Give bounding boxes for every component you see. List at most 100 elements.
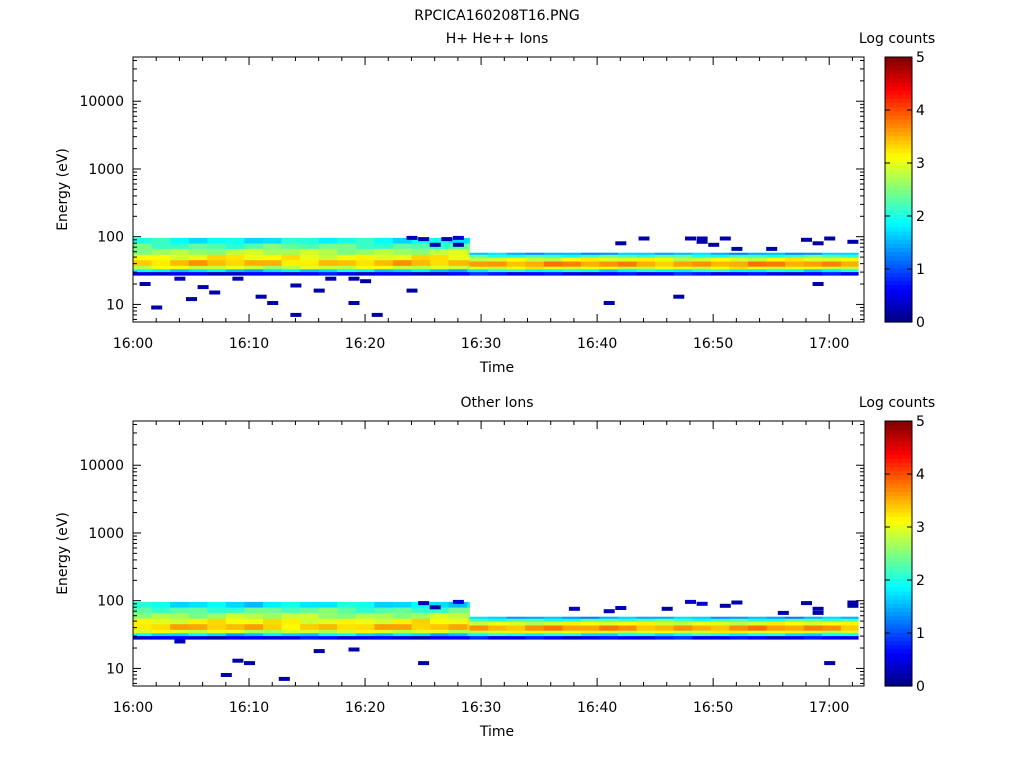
data-cell [355, 601, 375, 608]
colorbar-segment [885, 462, 912, 468]
data-point [777, 610, 789, 615]
data-cell [822, 257, 842, 262]
data-cell [525, 621, 545, 626]
data-cell [469, 621, 489, 626]
data-cell [710, 257, 730, 262]
data-cell [469, 266, 489, 270]
data-cell [151, 272, 171, 276]
data-cell [766, 625, 786, 632]
data-cell [636, 252, 656, 256]
data-point [418, 601, 430, 606]
data-cell [281, 265, 301, 270]
y-axis-label: Energy (eV) [55, 148, 71, 231]
data-point [696, 239, 708, 244]
data-cell [636, 257, 656, 262]
data-cell [525, 254, 545, 259]
data-cell [318, 601, 338, 608]
data-cell [729, 272, 749, 276]
data-cell [318, 607, 338, 614]
data-cell [525, 633, 545, 637]
colorbar-segment [885, 251, 912, 257]
data-point [220, 673, 232, 677]
colorbar-segment [885, 520, 912, 526]
data-cell [673, 252, 693, 256]
data-cell [170, 607, 190, 614]
data-cell [430, 265, 449, 270]
colorbar-segment [885, 570, 912, 575]
data-cell [469, 636, 489, 640]
colorbar-segment [885, 218, 912, 224]
data-cell [692, 269, 712, 273]
data-cell [506, 621, 526, 626]
colorbar-segment [885, 81, 912, 87]
data-cell [618, 616, 637, 620]
data-point [418, 237, 430, 242]
data-cell [318, 272, 338, 276]
data-cell [562, 621, 582, 626]
data-cell [748, 272, 767, 276]
y-tick-label: 100 [97, 594, 124, 610]
data-cell [300, 248, 320, 256]
data-cell [803, 636, 823, 640]
data-cell [840, 252, 859, 256]
data-cell [673, 636, 693, 640]
data-point [661, 606, 673, 611]
data-cell [300, 633, 320, 637]
data-cell [133, 265, 152, 270]
colorbar-segment [885, 657, 912, 662]
colorbar-segment [885, 632, 912, 637]
data-cell [506, 630, 526, 634]
data-cell [337, 612, 357, 620]
data-cell [467, 265, 470, 270]
data-cell [133, 629, 152, 634]
data-cell [636, 621, 656, 626]
data-cell [710, 621, 730, 626]
data-cell [411, 618, 431, 625]
data-cell [729, 616, 749, 620]
data-cells [133, 237, 859, 276]
colorbar-segment [885, 127, 912, 133]
data-cell [840, 633, 859, 637]
data-cell [785, 621, 805, 626]
data-cell [580, 252, 600, 256]
data-cell [392, 607, 412, 614]
data-point [255, 294, 267, 299]
data-cell [430, 633, 449, 637]
data-cell [300, 243, 320, 250]
x-tick-label: 16:00 [113, 700, 153, 716]
data-cell [374, 624, 394, 631]
colorbar-segment [885, 77, 912, 83]
colorbar-segment [885, 458, 912, 464]
colorbar-segment [885, 516, 912, 521]
data-cell [729, 254, 749, 259]
data-cell [729, 618, 749, 623]
data-cell [244, 260, 264, 267]
colorbar-segment [885, 119, 912, 124]
colorbar-segment [885, 483, 912, 488]
y-tick-label: 10 [106, 661, 124, 677]
data-cell [300, 624, 320, 631]
data-cell [729, 252, 749, 256]
data-cell [580, 257, 600, 262]
colorbar-tick-label: 2 [916, 209, 925, 225]
data-cell [225, 248, 245, 256]
data-cell [318, 243, 338, 250]
data-cell [355, 633, 375, 637]
data-cell [411, 633, 431, 637]
data-cell [618, 261, 637, 268]
data-cell [655, 261, 675, 268]
data-cell [785, 269, 805, 273]
data-cell [467, 260, 470, 267]
data-point [174, 276, 186, 281]
data-cell [840, 261, 859, 268]
data-cell [469, 618, 489, 623]
data-cell [748, 630, 767, 634]
data-cell [618, 625, 637, 632]
data-point [452, 242, 464, 247]
colorbar-segment [885, 297, 912, 302]
data-cell [281, 633, 301, 637]
data-cell [636, 269, 656, 273]
colorbar-segment [885, 317, 912, 323]
data-cell [448, 265, 468, 270]
colorbar-segment [885, 259, 912, 265]
